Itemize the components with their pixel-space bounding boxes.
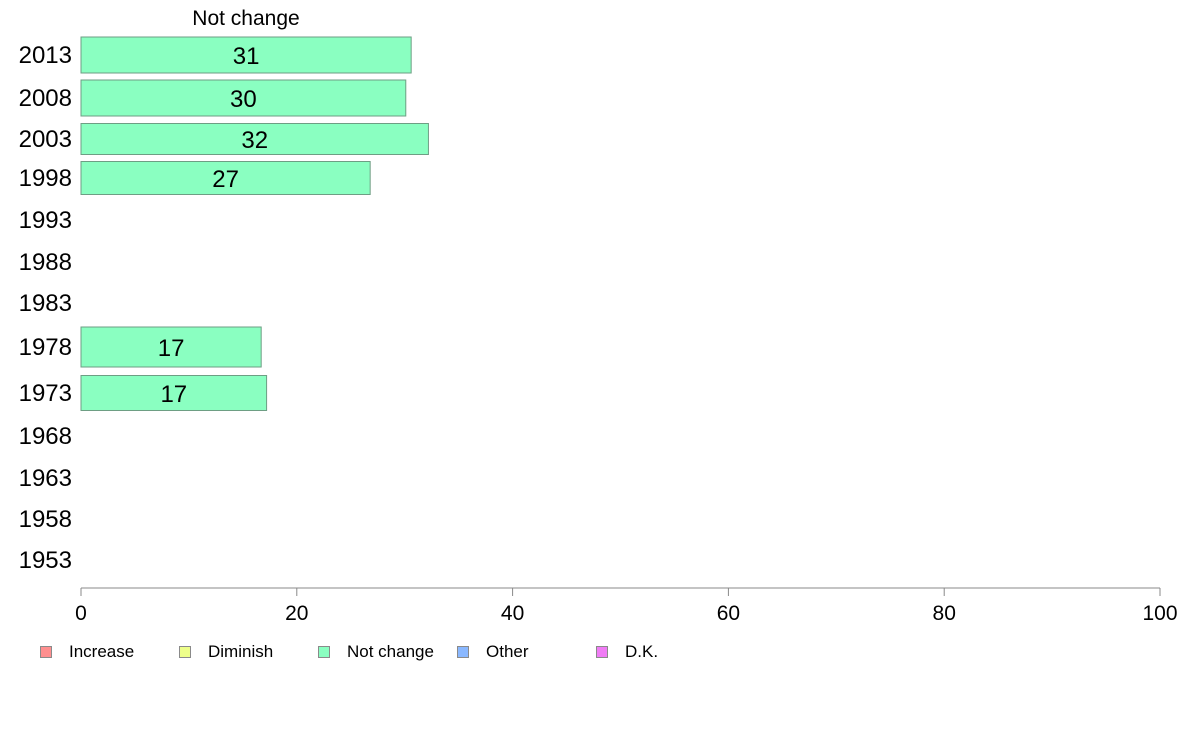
legend-swatch <box>40 646 52 658</box>
legend-swatch <box>457 646 469 658</box>
legend-swatch <box>179 646 191 658</box>
y-tick-label: 2013 <box>19 42 72 69</box>
legend-label: Diminish <box>208 642 274 661</box>
bar-chart: Not change 2013 2008 2003 1998 1993 1988 1983 1… <box>19 7 1178 625</box>
y-tick-label: 1953 <box>19 547 72 574</box>
legend-label: Other <box>486 642 529 661</box>
y-axis-labels: 2013 2008 2003 1998 1993 1988 1983 1978 1973 1968… <box>19 42 72 574</box>
y-tick-label: 1998 <box>19 165 72 192</box>
legend-label: D.K. <box>625 642 659 661</box>
x-tick-label: 60 <box>717 602 740 625</box>
bar <box>80 375 268 411</box>
x-tick-label: 80 <box>933 602 956 625</box>
y-tick-label: 2003 <box>19 126 72 153</box>
bar-data-label: 17 <box>160 381 187 408</box>
legend-label: Not change <box>347 642 434 661</box>
y-tick-label: 1988 <box>19 249 72 276</box>
bar <box>80 161 371 195</box>
chart-title: Not change <box>192 7 299 30</box>
bar-data-label: 31 <box>233 43 260 70</box>
x-tick-label: 40 <box>501 602 524 625</box>
legend: Increase Diminish Not change Other D.K. <box>40 642 740 662</box>
legend-item: Not change <box>318 642 434 662</box>
y-tick-label: 1983 <box>19 290 72 317</box>
x-tick-label: 100 <box>1142 602 1177 625</box>
bar-data-label: 27 <box>212 166 239 193</box>
bar <box>80 36 412 74</box>
y-tick-label: 1973 <box>19 380 72 407</box>
bar <box>80 123 429 155</box>
x-tick-label: 20 <box>285 602 308 625</box>
y-tick-label: 1978 <box>19 334 72 361</box>
legend-item: Diminish <box>179 642 273 662</box>
y-tick-label: 1993 <box>19 207 72 234</box>
bar <box>80 79 407 117</box>
y-tick-label: 2008 <box>19 85 72 112</box>
legend-item: Increase <box>40 642 134 662</box>
legend-label: Increase <box>69 642 135 661</box>
y-tick-label: 1963 <box>19 465 72 492</box>
bar-data-label: 30 <box>230 86 257 113</box>
x-tick-label: 0 <box>75 602 87 625</box>
legend-item: Other <box>457 642 529 662</box>
legend-swatch <box>596 646 608 658</box>
bar <box>80 326 262 368</box>
bar-data-label: 17 <box>158 335 185 362</box>
y-tick-label: 1968 <box>19 423 72 450</box>
bar-data-label: 32 <box>241 127 268 154</box>
x-axis: 0 20 40 60 80 100 <box>75 587 1178 625</box>
y-tick-label: 1958 <box>19 506 72 533</box>
legend-swatch <box>318 646 330 658</box>
legend-item: D.K. <box>596 642 658 662</box>
